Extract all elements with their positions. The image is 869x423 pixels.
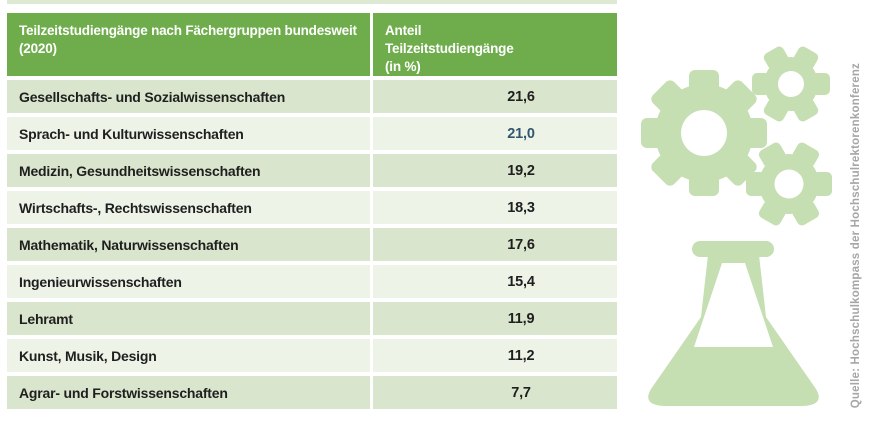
top-accent-strip: [7, 0, 617, 4]
table-header-share: Anteil Teilzeitstudiengänge (in %): [373, 13, 617, 76]
table-row-value: 19,2: [373, 154, 617, 187]
table-row-value: 7,7: [373, 376, 617, 409]
table-row-value: 11,2: [373, 339, 617, 372]
gear-icon: [746, 142, 832, 226]
table-row-value: 21,6: [373, 80, 617, 113]
table-row-value-highlighted: 21,0: [373, 117, 617, 150]
table-row-label: Medizin, Gesundheitswissenschaften: [7, 154, 370, 187]
table-row-label: Mathematik, Naturwissenschaften: [7, 228, 370, 261]
flask-icon: [648, 241, 819, 406]
table-row-value: 15,4: [373, 265, 617, 298]
table-row-value: 18,3: [373, 191, 617, 224]
gear-icon: [752, 46, 830, 122]
table-row-label: Agrar- und Forstwissenschaften: [7, 376, 370, 409]
table-row-label: Kunst, Musik, Design: [7, 339, 370, 372]
table-row-label: Gesellschafts- und Sozialwissenschaften: [7, 80, 370, 113]
table-row-label: Lehramt: [7, 302, 370, 335]
table-header-subject-group: Teilzeitstudiengänge nach Fächergruppen …: [7, 13, 370, 76]
table-row-value: 11,9: [373, 302, 617, 335]
table-row-value: 17,6: [373, 228, 617, 261]
table-row-label: Ingenieurwissenschaften: [7, 265, 370, 298]
parttime-studies-table: Teilzeitstudiengänge nach Fächergruppen …: [7, 13, 617, 409]
source-note: Quelle: Hochschulkompass der Hochschulre…: [850, 62, 862, 408]
table-row-label: Sprach- und Kulturwissenschaften: [7, 117, 370, 150]
table-row-label: Wirtschafts-, Rechtswissenschaften: [7, 191, 370, 224]
gear-icon: [641, 70, 767, 196]
